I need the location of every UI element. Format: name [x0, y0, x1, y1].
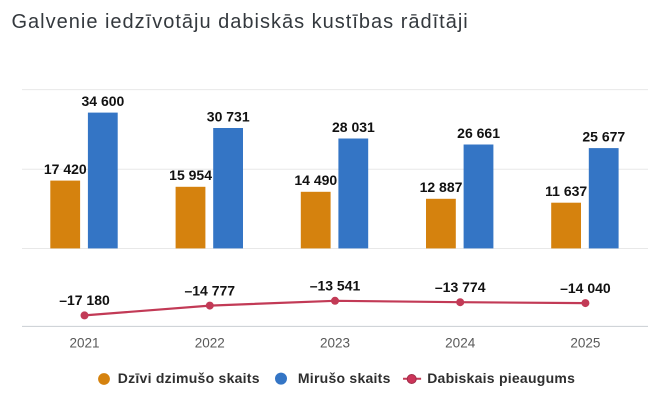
svg-text:30 731: 30 731	[207, 108, 250, 124]
svg-text:26 661: 26 661	[457, 125, 500, 141]
svg-text:14 490: 14 490	[294, 172, 337, 188]
svg-text:28 031: 28 031	[332, 119, 375, 135]
svg-text:17 420: 17 420	[44, 161, 87, 177]
svg-text:–17 180: –17 180	[59, 292, 110, 308]
svg-text:2025: 2025	[570, 335, 600, 350]
svg-text:Dabiskais pieaugums: Dabiskais pieaugums	[427, 370, 575, 386]
svg-text:34 600: 34 600	[81, 93, 124, 109]
svg-text:–13 774: –13 774	[435, 279, 486, 295]
svg-text:15 954: 15 954	[169, 167, 212, 183]
svg-text:2021: 2021	[69, 335, 99, 350]
svg-text:Dzīvi dzimušo skaits: Dzīvi dzimušo skaits	[118, 370, 260, 386]
svg-text:2022: 2022	[195, 335, 225, 350]
svg-text:Mirušo skaits: Mirušo skaits	[298, 370, 391, 386]
svg-text:–13 541: –13 541	[310, 278, 361, 294]
svg-text:11 637: 11 637	[545, 183, 587, 199]
svg-text:2023: 2023	[320, 335, 350, 350]
svg-text:2024: 2024	[445, 335, 476, 350]
svg-text:12 887: 12 887	[420, 179, 463, 195]
svg-text:25 677: 25 677	[582, 129, 625, 145]
svg-text:–14 777: –14 777	[184, 282, 235, 298]
svg-text:Galvenie iedzīvotāju dabiskās: Galvenie iedzīvotāju dabiskās kustības r…	[12, 11, 469, 33]
svg-text:–14 040: –14 040	[560, 280, 611, 296]
